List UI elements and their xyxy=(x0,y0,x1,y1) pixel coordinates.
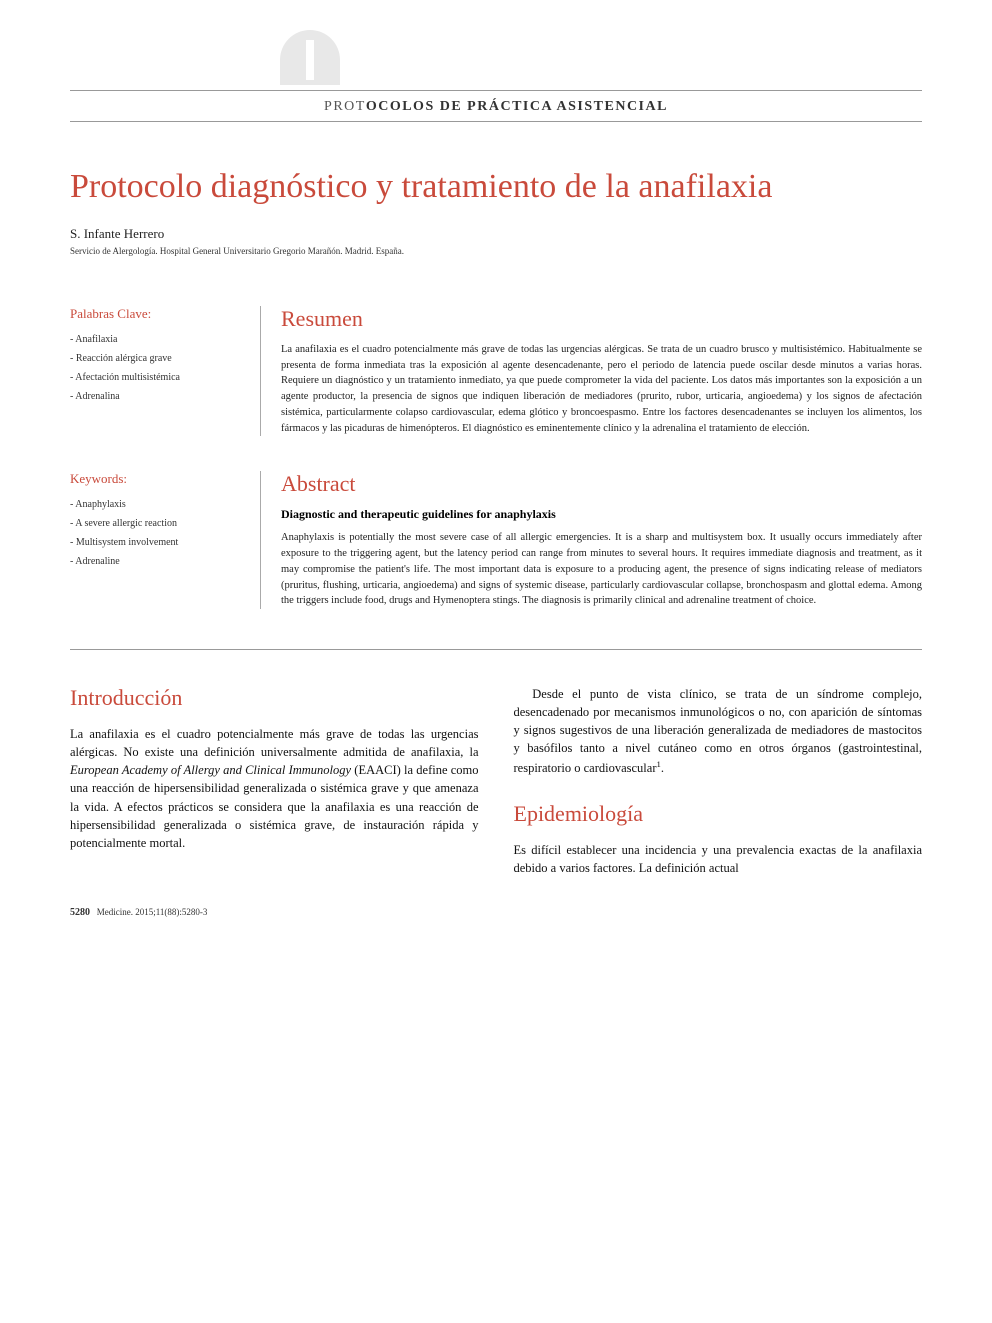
page: PROTOCOLOS DE PRÁCTICA ASISTENCIAL Proto… xyxy=(0,0,992,958)
introduccion-paragraph: La anafilaxia es el cuadro potencialment… xyxy=(70,725,479,852)
keyword-item: Adrenaline xyxy=(70,552,240,571)
body-columns: Introducción La anafilaxia es el cuadro … xyxy=(70,685,922,877)
palabras-clave-heading: Palabras Clave: xyxy=(70,306,240,322)
abstract-heading: Abstract xyxy=(281,471,922,497)
keywords-list: Anaphylaxis A severe allergic reaction M… xyxy=(70,495,240,571)
resumen-row: Palabras Clave: Anafilaxia Reacción alér… xyxy=(70,306,922,437)
introduccion-heading: Introducción xyxy=(70,685,479,711)
category-rest: OCOLOS DE PRÁCTICA ASISTENCIAL xyxy=(366,99,668,114)
abstract-text: Anaphylaxis is potentially the most seve… xyxy=(281,530,922,609)
footer-citation: Medicine. 2015;11(88):5280-3 xyxy=(97,907,208,917)
intro-text-pre: La anafilaxia es el cuadro potencialment… xyxy=(70,727,479,759)
keywords-heading: Keywords: xyxy=(70,471,240,487)
category-bar: PROTOCOLOS DE PRÁCTICA ASISTENCIAL xyxy=(70,90,922,122)
keyword-item: Anaphylaxis xyxy=(70,495,240,514)
epidemiologia-paragraph: Es difícil establecer una incidencia y u… xyxy=(514,841,923,877)
category-prefix: PROT xyxy=(324,99,366,114)
author-affiliation: Servicio de Alergología. Hospital Genera… xyxy=(70,246,922,256)
keyword-item: Adrenalina xyxy=(70,387,240,406)
col2-text-pre: Desde el punto de vista clínico, se trat… xyxy=(514,687,923,775)
keyword-item: Anafilaxia xyxy=(70,330,240,349)
abstract-row: Keywords: Anaphylaxis A severe allergic … xyxy=(70,471,922,609)
epidemiologia-heading: Epidemiología xyxy=(514,801,923,827)
body-col-left: Introducción La anafilaxia es el cuadro … xyxy=(70,685,479,877)
resumen-heading: Resumen xyxy=(281,306,922,332)
article-title: Protocolo diagnóstico y tratamiento de l… xyxy=(70,167,922,208)
palabras-clave-list: Anafilaxia Reacción alérgica grave Afect… xyxy=(70,330,240,406)
resumen-col: Resumen La anafilaxia es el cuadro poten… xyxy=(260,306,922,437)
resumen-text: La anafilaxia es el cuadro potencialment… xyxy=(281,342,922,437)
col2-paragraph: Desde el punto de vista clínico, se trat… xyxy=(514,685,923,777)
divider xyxy=(70,649,922,650)
abstract-col: Abstract Diagnostic and therapeutic guid… xyxy=(260,471,922,609)
keyword-item: Multisystem involvement xyxy=(70,533,240,552)
page-number: 5280 xyxy=(70,907,90,918)
abstract-subtitle: Diagnostic and therapeutic guidelines fo… xyxy=(281,507,922,522)
category-text: PROTOCOLOS DE PRÁCTICA ASISTENCIAL xyxy=(324,99,668,114)
palabras-clave-col: Palabras Clave: Anafilaxia Reacción alér… xyxy=(70,306,260,437)
keyword-item: A severe allergic reaction xyxy=(70,514,240,533)
keyword-item: Afectación multisistémica xyxy=(70,368,240,387)
intro-text-italic: European Academy of Allergy and Clinical… xyxy=(70,763,351,777)
author-name: S. Infante Herrero xyxy=(70,226,922,242)
keywords-col: Keywords: Anaphylaxis A severe allergic … xyxy=(70,471,260,609)
keyword-item: Reacción alérgica grave xyxy=(70,349,240,368)
body-col-right: Desde el punto de vista clínico, se trat… xyxy=(514,685,923,877)
page-footer: 5280 Medicine. 2015;11(88):5280-3 xyxy=(70,907,922,918)
summary-block: Palabras Clave: Anafilaxia Reacción alér… xyxy=(70,306,922,609)
col2-text-post: . xyxy=(661,761,664,775)
journal-logo-icon xyxy=(280,30,340,85)
